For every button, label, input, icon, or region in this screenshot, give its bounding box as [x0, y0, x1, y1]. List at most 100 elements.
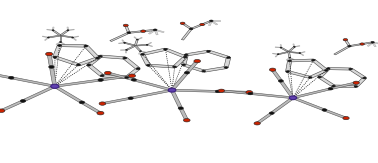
- Polygon shape: [330, 82, 357, 90]
- Circle shape: [184, 71, 189, 74]
- Circle shape: [269, 112, 274, 114]
- Polygon shape: [299, 53, 304, 56]
- Circle shape: [371, 41, 374, 43]
- Polygon shape: [53, 27, 54, 30]
- Circle shape: [254, 122, 260, 125]
- Polygon shape: [328, 67, 351, 70]
- Polygon shape: [87, 56, 102, 66]
- Circle shape: [299, 53, 301, 54]
- Polygon shape: [288, 47, 295, 52]
- Circle shape: [227, 57, 231, 59]
- Polygon shape: [141, 54, 150, 66]
- Circle shape: [141, 53, 144, 55]
- Polygon shape: [349, 68, 366, 79]
- Circle shape: [47, 37, 50, 38]
- Polygon shape: [53, 45, 62, 57]
- Polygon shape: [143, 29, 155, 32]
- Polygon shape: [201, 20, 212, 25]
- Circle shape: [123, 57, 127, 59]
- Polygon shape: [183, 64, 205, 72]
- Polygon shape: [140, 51, 146, 53]
- Polygon shape: [59, 44, 86, 47]
- Circle shape: [209, 20, 213, 22]
- Circle shape: [318, 76, 321, 78]
- Circle shape: [96, 57, 100, 59]
- Polygon shape: [135, 44, 147, 46]
- Polygon shape: [311, 59, 328, 71]
- Circle shape: [183, 56, 187, 58]
- Circle shape: [202, 70, 206, 72]
- Circle shape: [49, 66, 54, 68]
- Polygon shape: [309, 69, 328, 78]
- Polygon shape: [125, 68, 140, 78]
- Circle shape: [363, 77, 366, 79]
- Polygon shape: [372, 42, 378, 44]
- Polygon shape: [278, 52, 289, 55]
- Circle shape: [76, 64, 81, 66]
- Circle shape: [246, 91, 253, 94]
- Circle shape: [99, 102, 106, 105]
- Circle shape: [218, 89, 225, 92]
- Polygon shape: [50, 67, 57, 86]
- Polygon shape: [129, 31, 144, 33]
- Polygon shape: [134, 37, 138, 40]
- Polygon shape: [73, 36, 79, 38]
- Circle shape: [136, 68, 140, 70]
- Polygon shape: [142, 48, 166, 55]
- Circle shape: [125, 49, 127, 50]
- Circle shape: [153, 29, 157, 31]
- Circle shape: [46, 52, 53, 56]
- Circle shape: [53, 56, 57, 58]
- Circle shape: [270, 68, 276, 71]
- Polygon shape: [203, 66, 227, 72]
- Circle shape: [293, 46, 295, 47]
- Circle shape: [100, 75, 104, 77]
- Polygon shape: [224, 57, 231, 68]
- Polygon shape: [59, 36, 62, 42]
- Polygon shape: [292, 88, 331, 99]
- Polygon shape: [135, 45, 141, 51]
- Polygon shape: [318, 76, 335, 87]
- Circle shape: [131, 79, 136, 81]
- Circle shape: [136, 39, 138, 40]
- Circle shape: [207, 50, 211, 52]
- Polygon shape: [333, 85, 356, 88]
- Polygon shape: [0, 100, 24, 111]
- Circle shape: [173, 66, 177, 68]
- Circle shape: [52, 30, 54, 31]
- Polygon shape: [123, 57, 140, 69]
- Circle shape: [215, 90, 220, 93]
- Polygon shape: [60, 35, 73, 38]
- Polygon shape: [218, 90, 249, 93]
- Polygon shape: [164, 48, 187, 58]
- Circle shape: [168, 88, 176, 92]
- Polygon shape: [280, 47, 289, 52]
- Polygon shape: [349, 44, 363, 47]
- Polygon shape: [221, 90, 251, 94]
- Polygon shape: [100, 75, 133, 81]
- Polygon shape: [53, 86, 84, 103]
- Polygon shape: [179, 108, 189, 120]
- Circle shape: [98, 55, 102, 57]
- Circle shape: [280, 47, 282, 48]
- Polygon shape: [181, 29, 192, 40]
- Polygon shape: [56, 42, 61, 45]
- Polygon shape: [60, 30, 69, 36]
- Circle shape: [189, 28, 193, 30]
- Polygon shape: [154, 30, 158, 35]
- Circle shape: [98, 79, 104, 81]
- Circle shape: [183, 119, 190, 122]
- Polygon shape: [324, 109, 347, 119]
- Circle shape: [224, 67, 228, 68]
- Polygon shape: [185, 61, 199, 73]
- Circle shape: [289, 57, 291, 58]
- Circle shape: [67, 30, 69, 31]
- Polygon shape: [54, 79, 101, 87]
- Circle shape: [194, 59, 201, 63]
- Polygon shape: [126, 45, 136, 50]
- Circle shape: [125, 76, 129, 79]
- Polygon shape: [271, 69, 282, 81]
- Polygon shape: [155, 30, 164, 33]
- Polygon shape: [279, 81, 294, 98]
- Polygon shape: [286, 58, 290, 60]
